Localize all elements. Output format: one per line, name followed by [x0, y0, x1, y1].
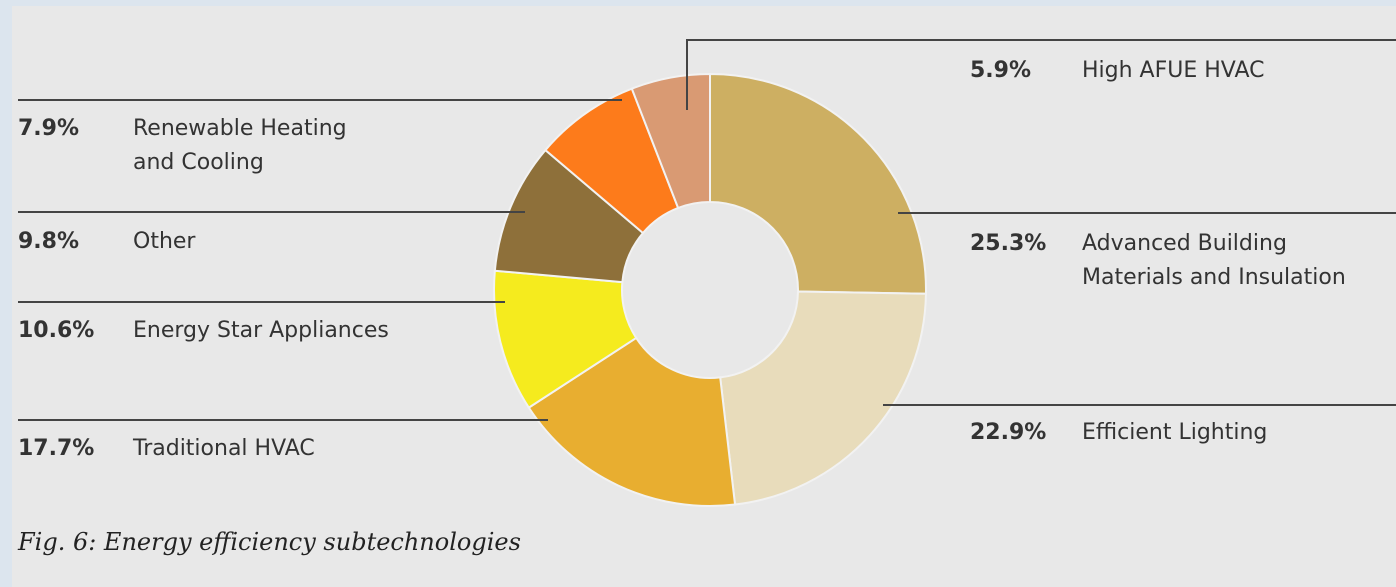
category-label: Renewable Heating and Cooling: [133, 116, 347, 175]
leader-line: [686, 39, 1396, 110]
chart-title: Fig. 6: Energy efficiency subtechnologie…: [18, 528, 521, 556]
value-label: 10.6%: [18, 318, 95, 343]
top-strip: [0, 0, 1396, 6]
value-label: 9.8%: [18, 229, 80, 254]
donut-slice: [630, 72, 711, 210]
value-label: 5.9%: [970, 58, 1032, 83]
value-label: 7.9%: [18, 116, 80, 141]
side-strip: [0, 0, 12, 587]
donut-slice: [719, 290, 927, 506]
value-label: 17.7%: [18, 436, 95, 461]
value-label: 25.3%: [970, 231, 1047, 256]
category-label: Traditional HVAC: [133, 436, 315, 461]
category-label: Other: [133, 229, 196, 254]
category-label: Energy Star Appliances: [133, 318, 389, 343]
donut-slice: [527, 336, 737, 507]
category-label: High AFUE HVAC: [1082, 58, 1265, 83]
category-label: Advanced Building Materials and Insulati…: [1082, 231, 1346, 290]
value-label: 22.9%: [970, 420, 1047, 445]
donut-slice: [709, 72, 927, 295]
category-label: Efficient Lighting: [1082, 420, 1268, 445]
